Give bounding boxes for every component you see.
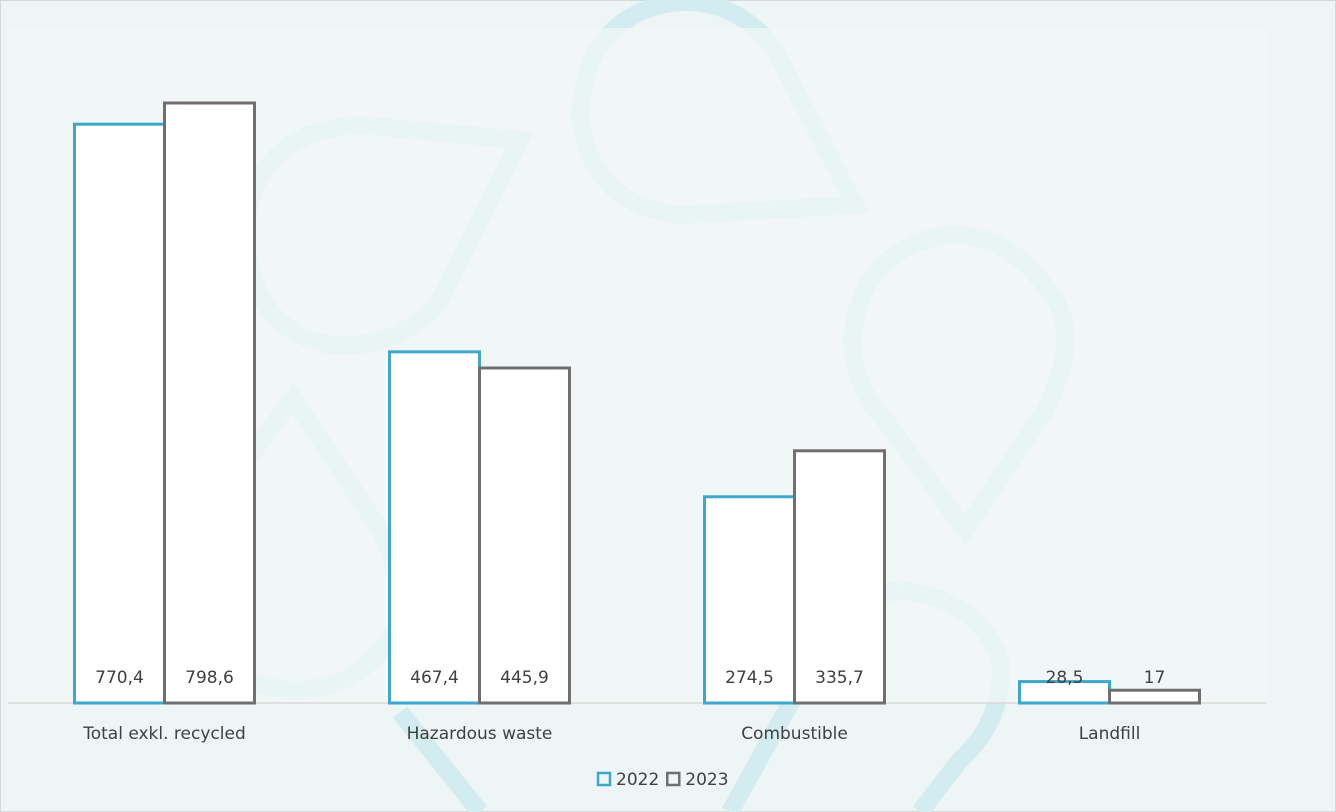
data-label: 798,6 (185, 668, 234, 688)
bar (163, 101, 256, 705)
bar (1108, 688, 1201, 705)
legend-label: 2023 (685, 770, 728, 790)
bar (478, 366, 571, 705)
x-tick-label: Combustible (741, 724, 848, 744)
bar (388, 350, 481, 705)
bar (703, 495, 796, 705)
bar (793, 449, 886, 705)
x-tick-label: Landfill (1079, 724, 1141, 744)
data-label: 274,5 (725, 668, 774, 688)
data-label: 28,5 (1046, 668, 1084, 688)
legend-label: 2022 (616, 770, 659, 790)
x-tick-label: Hazardous waste (407, 724, 553, 744)
x-tick-label: Total exkl. recycled (82, 724, 246, 744)
legend-swatch (596, 771, 612, 787)
bar (73, 122, 166, 705)
data-label: 335,7 (815, 668, 864, 688)
data-label: 770,4 (95, 668, 144, 688)
data-label: 17 (1144, 668, 1166, 688)
legend-swatch (666, 771, 681, 787)
data-label: 467,4 (410, 668, 459, 688)
data-label: 445,9 (500, 668, 549, 688)
